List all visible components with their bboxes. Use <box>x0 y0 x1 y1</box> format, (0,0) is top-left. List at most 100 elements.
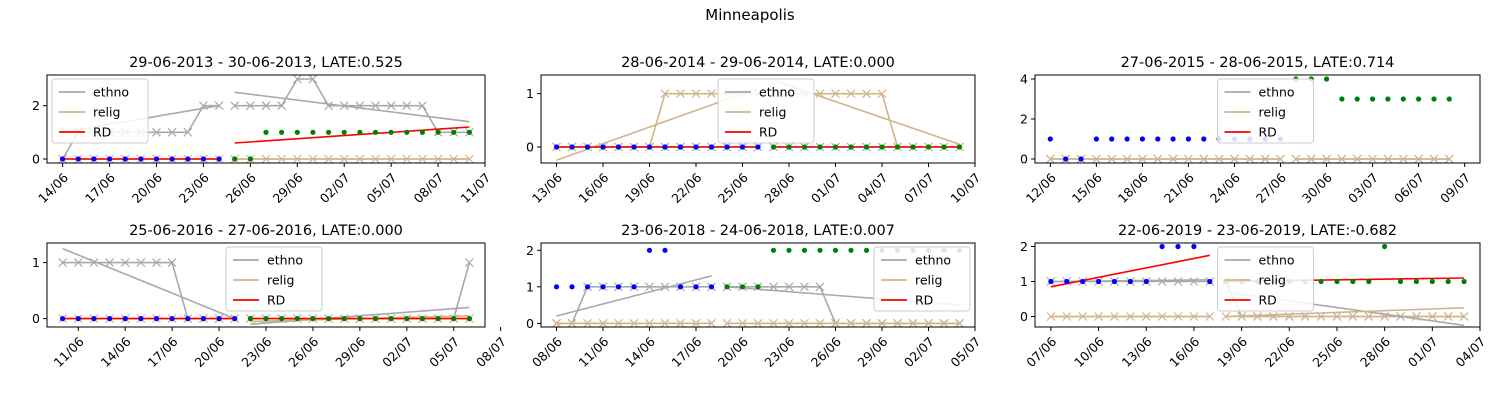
rd-dot <box>1047 136 1053 142</box>
y-tick-label: 1 <box>526 86 534 101</box>
rd-dot <box>1080 278 1086 285</box>
relig-marker <box>1364 312 1374 321</box>
ethno-marker <box>371 101 380 111</box>
rd-dot <box>739 284 746 290</box>
rd-dot <box>1385 96 1391 102</box>
rd-dot <box>1334 278 1340 285</box>
rd-dot <box>615 144 622 150</box>
rd-dot <box>848 247 854 253</box>
rd-dot <box>615 284 622 290</box>
relig-marker <box>691 89 701 99</box>
rd-dot <box>153 156 160 162</box>
x-tick-label: 02/07 <box>317 170 353 206</box>
rd-dot <box>1096 278 1102 285</box>
rd-dot <box>1159 243 1165 250</box>
rd-dot <box>1155 136 1161 142</box>
rd-dot <box>662 247 668 253</box>
relig-marker <box>1153 154 1163 164</box>
y-tick-label: 4 <box>1020 72 1028 87</box>
legend-relig-label: relig <box>267 273 294 288</box>
legend-relig-label: relig <box>915 273 942 288</box>
legend: ethno relig RD <box>51 78 149 144</box>
ethno-marker <box>230 101 240 111</box>
rd-dot <box>247 156 253 162</box>
ethno-marker <box>815 282 825 292</box>
y-tick-label: 0 <box>526 316 534 331</box>
rd-dot <box>357 316 363 322</box>
rd-dot <box>755 144 761 150</box>
rd-dot <box>466 129 472 135</box>
y-tick-label: 0 <box>32 311 40 326</box>
legend-rd-label: RD <box>759 125 777 140</box>
ethno-marker <box>645 282 654 292</box>
x-tick-label: 18/06 <box>1115 170 1151 206</box>
x-tick-label: 09/07 <box>1437 170 1473 206</box>
ethno-marker <box>105 258 114 268</box>
rd-dot <box>279 316 285 322</box>
x-tick-label: 26/06 <box>285 334 321 370</box>
relig-marker <box>1427 312 1437 321</box>
rd-dot <box>60 316 66 322</box>
x-tick-label: 28/06 <box>1357 334 1393 370</box>
x-tick-label: 02/07 <box>379 334 415 370</box>
rd-dot <box>693 284 699 290</box>
ethno-marker <box>152 258 161 268</box>
rd-dot <box>326 316 332 322</box>
relig-marker <box>815 89 825 99</box>
rd-dot <box>817 144 823 150</box>
x-tick-label: 11/06 <box>575 334 611 370</box>
x-tick-label: 11/06 <box>51 334 87 370</box>
legend: ethno relig RD <box>1217 246 1314 312</box>
x-tick-label: 23/06 <box>761 334 797 370</box>
rd-dot <box>1109 136 1115 142</box>
rd-dot <box>553 284 560 290</box>
x-tick-label: 25/06 <box>715 170 751 206</box>
y-tick-label: 0 <box>32 152 40 167</box>
rd-dot <box>1064 278 1070 285</box>
x-tick-label: 05/07 <box>364 170 400 206</box>
rd-dot <box>388 316 394 322</box>
rd-dot <box>770 144 777 150</box>
relig-marker <box>1276 154 1285 164</box>
rd-dot <box>232 156 238 162</box>
rd-dot <box>801 247 808 253</box>
rd-dot <box>1207 278 1213 285</box>
relig-marker <box>1091 154 1101 164</box>
rd-dot <box>817 247 823 253</box>
rd-dot <box>600 144 606 150</box>
rd-dot <box>1413 278 1419 285</box>
ethno-marker <box>73 258 83 268</box>
rd-dot <box>107 316 113 322</box>
relig-marker <box>831 89 840 99</box>
relig-marker <box>707 89 716 99</box>
rd-dot <box>388 129 394 135</box>
ethno-marker <box>784 282 794 292</box>
rd-dot <box>247 316 253 322</box>
legend-ethno-label: ethno <box>759 85 795 100</box>
rd-dot <box>1400 96 1406 102</box>
rd-dot <box>1170 136 1176 142</box>
rd-dot <box>1111 278 1118 285</box>
ethno-marker <box>402 101 412 111</box>
ethno-marker <box>277 101 287 111</box>
x-tick-label: 24/06 <box>1207 170 1243 206</box>
x-tick-label: 13/06 <box>529 170 565 206</box>
rd-dot <box>200 156 206 162</box>
rd-dot <box>60 156 66 162</box>
x-tick-label: 16/06 <box>575 170 611 206</box>
legend: ethno relig RD <box>873 246 971 312</box>
ethno-marker <box>418 101 427 111</box>
rd-dot <box>1139 136 1145 142</box>
rd-dot <box>925 144 932 150</box>
relig-marker <box>1368 154 1378 164</box>
rd-dot <box>910 144 916 150</box>
subplot-6: 22-06-2019 - 23-06-2019, LATE:-0.682 0 1 2 0… <box>1020 223 1488 370</box>
relig-marker <box>1444 154 1454 164</box>
x-tick-label: 14/06 <box>622 334 658 370</box>
rd-dot <box>372 129 379 135</box>
rd-dot <box>310 129 316 135</box>
x-tick-label: 01/07 <box>808 170 844 206</box>
rd-dot <box>75 316 81 322</box>
rd-fit-line <box>234 126 470 144</box>
legend-ethno-label: ethno <box>915 253 951 268</box>
